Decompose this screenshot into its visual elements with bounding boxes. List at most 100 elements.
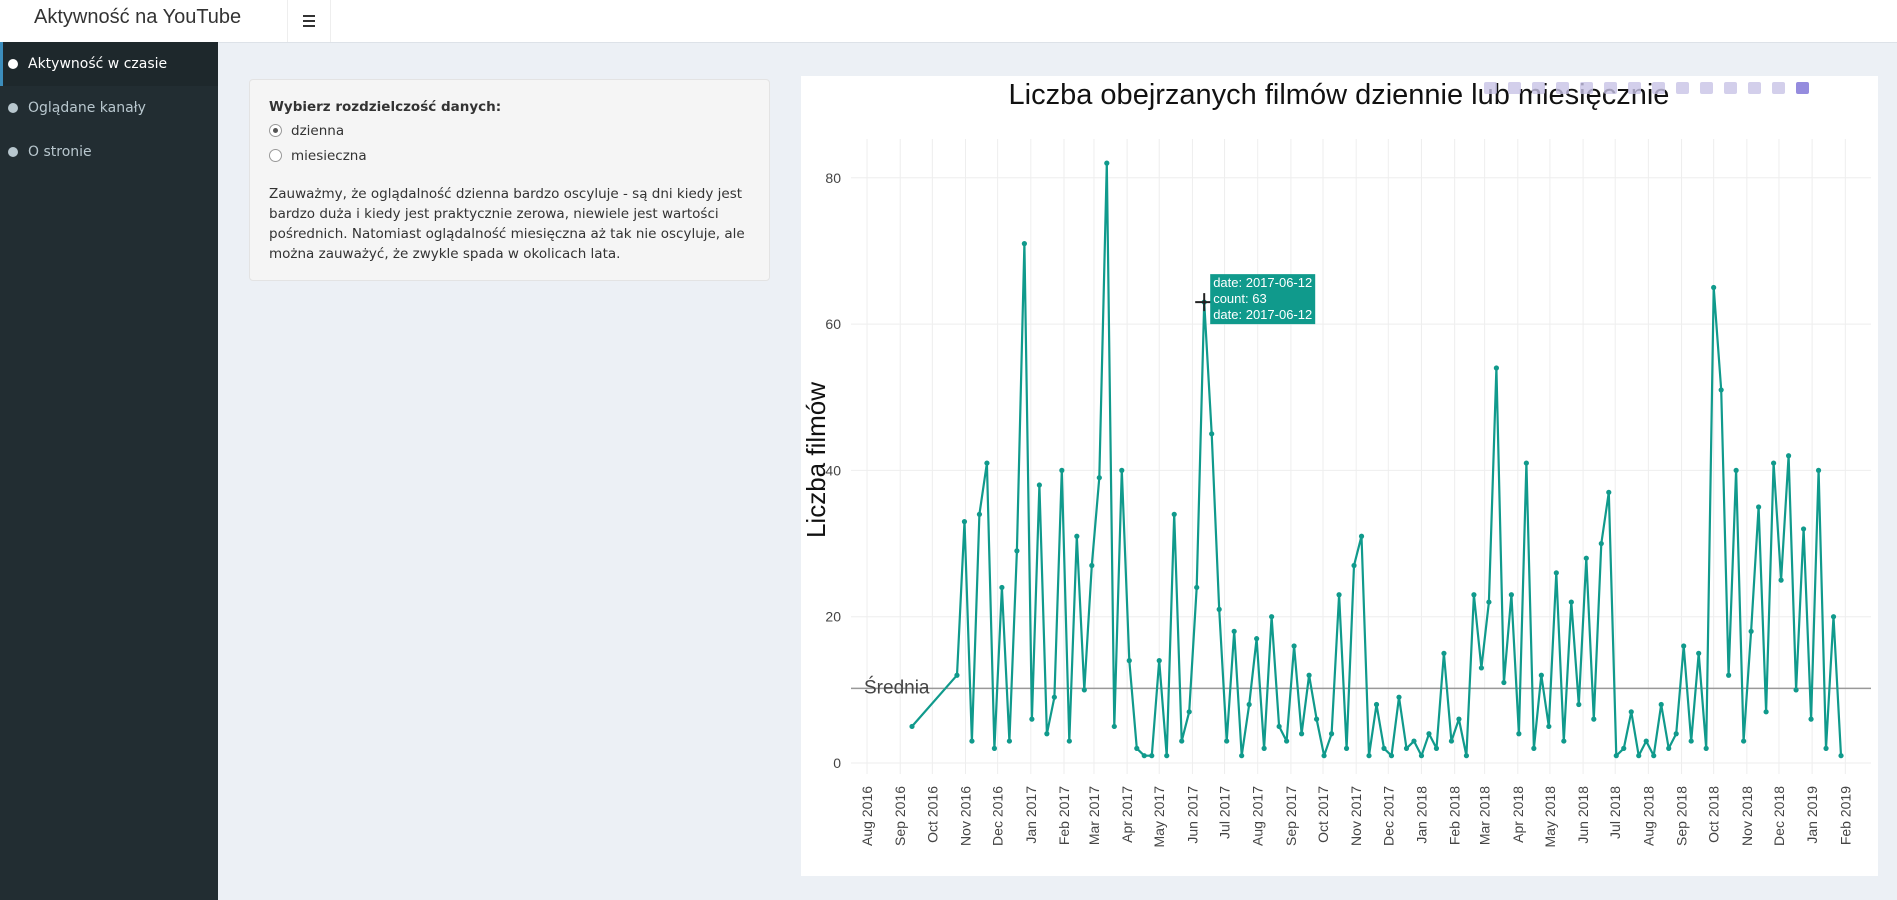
data-point xyxy=(1658,701,1664,708)
x-tick-label: Dec 2018 xyxy=(1771,786,1787,846)
data-point xyxy=(1373,701,1380,708)
data-point xyxy=(1209,431,1215,437)
menu-item[interactable]: Oglądane kanały xyxy=(0,86,218,130)
data-point xyxy=(1823,745,1829,751)
data-point xyxy=(1763,709,1769,715)
y-tick-label: 80 xyxy=(825,170,841,186)
data-point xyxy=(1059,467,1065,473)
data-point xyxy=(1696,650,1702,656)
x-tick-label: Feb 2018 xyxy=(1447,786,1463,845)
description: Zauważmy, że oglądalność dzienna bardzo … xyxy=(269,186,745,262)
x-tick-label: Sep 2016 xyxy=(892,786,908,846)
tooltip-box xyxy=(1210,274,1316,325)
data-point xyxy=(1186,709,1192,715)
radio-button[interactable] xyxy=(269,124,282,137)
modebar-icon xyxy=(1508,82,1521,94)
data-point xyxy=(1411,738,1417,744)
sidebar: Aktywność w czasie Oglądane kanały O stron… xyxy=(0,42,218,900)
data-point xyxy=(1448,738,1455,744)
y-tick-label: 0 xyxy=(833,755,841,771)
data-point xyxy=(1284,738,1290,744)
tooltip-line: count: 63 xyxy=(1213,291,1267,306)
x-tick-label: Jun 2017 xyxy=(1184,786,1200,844)
data-point xyxy=(1051,694,1057,700)
data-point xyxy=(1134,745,1140,751)
data-point xyxy=(1418,753,1425,759)
header: Aktywność na YouTube xyxy=(0,0,1897,43)
menu-item[interactable]: O stronie xyxy=(0,130,218,174)
data-point xyxy=(1741,738,1747,744)
data-point xyxy=(1726,672,1732,678)
menu-item[interactable]: Aktywność w czasie xyxy=(0,42,218,86)
data-point xyxy=(1066,738,1072,744)
data-point xyxy=(1778,577,1784,583)
data-point xyxy=(1493,365,1499,371)
data-point xyxy=(1246,701,1252,708)
data-point xyxy=(1298,731,1305,737)
data-point xyxy=(1523,460,1529,466)
data-point xyxy=(1815,467,1822,473)
data-point xyxy=(999,584,1005,591)
x-tick-label: Jan 2019 xyxy=(1804,786,1820,844)
menu-icon xyxy=(8,59,18,69)
modebar-icon xyxy=(1676,82,1689,94)
modebar-icon xyxy=(1484,82,1497,94)
data-point xyxy=(976,511,983,517)
data-point xyxy=(1306,672,1312,678)
data-point xyxy=(1021,241,1027,247)
x-tick-label: Oct 2016 xyxy=(924,786,940,843)
modebar-icon xyxy=(1604,82,1617,94)
app-title: Aktywność na YouTube xyxy=(34,6,242,28)
x-tick-label: Sep 2017 xyxy=(1283,786,1299,846)
data-point xyxy=(1269,614,1275,620)
radio-button[interactable] xyxy=(269,149,282,162)
data-point xyxy=(1433,745,1440,751)
x-tick-label: Jul 2017 xyxy=(1217,786,1233,839)
data-point xyxy=(1478,665,1485,671)
y-tick-label: 20 xyxy=(825,609,841,625)
data-point xyxy=(1328,731,1335,737)
input-label: Wybierz rozdzielczość danych: xyxy=(269,99,502,115)
x-tick-label: Aug 2018 xyxy=(1640,786,1656,846)
data-point xyxy=(1029,716,1035,722)
data-point xyxy=(1313,716,1320,722)
data-point xyxy=(1291,643,1297,649)
data-point xyxy=(991,745,998,751)
x-tick-label: Feb 2019 xyxy=(1837,786,1853,845)
menu-toggle[interactable] xyxy=(287,0,331,42)
x-tick-label: Sep 2018 xyxy=(1674,786,1690,846)
data-point xyxy=(1808,716,1814,722)
x-tick-label: Oct 2018 xyxy=(1706,786,1722,843)
data-point xyxy=(1568,599,1574,605)
data-point xyxy=(1613,753,1619,759)
x-tick-label: Aug 2017 xyxy=(1250,786,1266,846)
x-tick-label: Oct 2017 xyxy=(1315,786,1331,843)
data-point xyxy=(1636,753,1642,759)
data-point xyxy=(1561,738,1567,744)
menu-label: Oglądane kanały xyxy=(28,100,146,116)
y-tick-label: 40 xyxy=(825,462,841,478)
data-point xyxy=(1606,489,1612,495)
data-point xyxy=(1403,745,1410,751)
x-tick-label: Apr 2017 xyxy=(1119,786,1135,843)
data-point xyxy=(1096,475,1102,481)
data-point xyxy=(1673,731,1679,737)
data-point xyxy=(1628,709,1634,715)
data-point xyxy=(1456,716,1462,722)
data-point xyxy=(1681,643,1687,649)
data-point xyxy=(1463,753,1470,759)
data-point xyxy=(1036,482,1042,488)
x-tick-label: May 2018 xyxy=(1542,786,1558,848)
data-point xyxy=(1666,745,1672,751)
radio-option[interactable]: dzienna xyxy=(269,123,344,139)
data-point xyxy=(1081,687,1087,693)
x-tick-label: Aug 2016 xyxy=(859,786,875,846)
radio-option[interactable]: miesieczna xyxy=(269,148,367,164)
data-point xyxy=(1793,687,1799,693)
data-point xyxy=(1703,745,1709,751)
menu-icon xyxy=(8,103,18,113)
data-point xyxy=(1276,723,1282,730)
modebar-icon xyxy=(1652,82,1665,94)
data-point xyxy=(1508,592,1514,598)
data-point xyxy=(1141,753,1147,759)
